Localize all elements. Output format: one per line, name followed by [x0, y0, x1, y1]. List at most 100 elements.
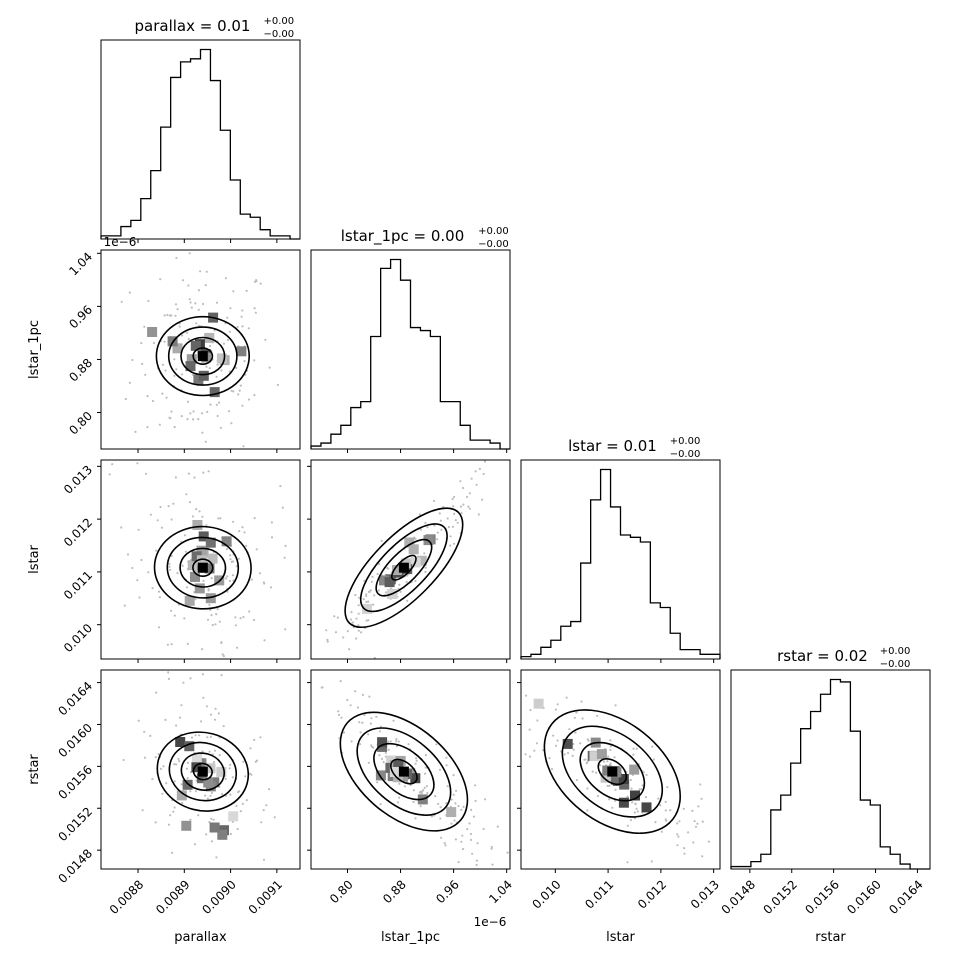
- sample-point: [262, 581, 265, 584]
- panel-3-0: 0.0088 0.0089 0.0090 0.00910.01480.01520.01…: [56, 669, 301, 917]
- sample-point: [149, 734, 152, 738]
- sample-point: [194, 790, 197, 793]
- sample-point: [167, 677, 171, 681]
- sample-point: [563, 753, 566, 756]
- sample-point: [166, 313, 169, 317]
- sample-point: [194, 598, 197, 601]
- sample-point: [149, 513, 152, 516]
- sample-point: [701, 820, 704, 823]
- sample-point: [160, 526, 164, 529]
- sample-point: [218, 401, 221, 404]
- contour-level-2: [180, 752, 226, 791]
- sample-point: [209, 735, 212, 738]
- sample-point: [187, 472, 190, 475]
- density-cell: [204, 563, 215, 574]
- sample-point: [396, 801, 400, 804]
- sample-point: [186, 777, 189, 780]
- sample-point: [414, 817, 417, 820]
- sample-point: [415, 757, 418, 760]
- sample-point: [346, 630, 349, 633]
- sample-point: [220, 369, 223, 372]
- x-tick-label: 0.0152: [760, 877, 800, 917]
- sample-point: [425, 785, 428, 788]
- sample-point: [216, 608, 219, 611]
- sample-point: [426, 791, 429, 795]
- sample-point: [208, 603, 211, 606]
- histogram-lstar: [520, 468, 721, 659]
- sample-point: [435, 743, 438, 746]
- sample-point: [144, 373, 147, 376]
- sample-point: [450, 798, 453, 801]
- sample-point: [482, 472, 485, 476]
- sample-point: [174, 476, 177, 479]
- sample-point: [472, 815, 476, 818]
- sample-point: [654, 821, 657, 824]
- x-axis-label-rstar: rstar: [815, 930, 846, 945]
- sample-point: [459, 505, 463, 508]
- sample-point: [405, 581, 408, 584]
- sample-point: [254, 311, 257, 314]
- sample-point: [259, 736, 262, 739]
- density-cell: [562, 738, 573, 749]
- sample-point: [528, 755, 532, 758]
- x-tick-label: 0.012: [635, 877, 669, 911]
- sample-point: [478, 467, 481, 470]
- sample-point: [263, 639, 266, 642]
- sample-point: [161, 792, 164, 795]
- y-tick-label: 0.0164: [56, 679, 96, 719]
- sample-point: [337, 710, 340, 713]
- sample-point: [163, 314, 166, 317]
- sample-point: [214, 623, 217, 626]
- panel-frame: [310, 459, 511, 660]
- sample-point: [683, 852, 686, 855]
- sample-point: [369, 589, 372, 592]
- sample-point: [247, 398, 250, 401]
- sample-point: [174, 314, 177, 317]
- sample-point: [632, 747, 635, 750]
- sample-point: [575, 779, 579, 782]
- title-sup-lstar: +0.00: [670, 436, 701, 447]
- sample-point: [591, 770, 594, 773]
- sample-point: [236, 646, 239, 649]
- sample-point: [630, 787, 633, 790]
- sample-point: [136, 462, 139, 465]
- density-cell: [533, 698, 544, 709]
- sample-point: [650, 860, 653, 863]
- sample-point: [356, 706, 359, 709]
- sample-point: [596, 794, 600, 798]
- sample-point: [146, 395, 149, 398]
- sample-point: [242, 760, 245, 763]
- sample-point: [229, 793, 232, 796]
- sample-point: [392, 719, 395, 722]
- sample-point: [566, 751, 570, 755]
- sample-point: [155, 549, 158, 552]
- sample-point: [376, 781, 379, 784]
- density-cell: [375, 770, 386, 781]
- sample-point: [339, 680, 342, 683]
- sample-point: [204, 794, 207, 797]
- x-tick-label: 0.0156: [802, 877, 842, 917]
- sample-point: [606, 784, 609, 788]
- sample-point: [584, 758, 587, 761]
- sample-point: [398, 583, 401, 586]
- density-cell: [216, 766, 227, 777]
- sample-point: [423, 772, 427, 775]
- sample-point: [419, 790, 422, 794]
- sample-point: [205, 270, 208, 273]
- sample-point: [241, 802, 244, 806]
- contour-level-2: [375, 538, 433, 597]
- sample-point: [365, 600, 368, 604]
- sample-point: [210, 840, 213, 843]
- sample-point: [614, 799, 617, 803]
- sample-point: [342, 731, 346, 734]
- sample-point: [439, 817, 442, 820]
- x-tick-label: 0.0091: [246, 877, 286, 917]
- sample-point: [241, 325, 244, 328]
- sample-point: [255, 280, 258, 283]
- sample-point: [284, 544, 287, 548]
- sample-point: [181, 334, 184, 337]
- sample-point: [159, 505, 162, 509]
- density-cell: [186, 354, 197, 365]
- sample-point: [211, 623, 214, 627]
- sample-point: [440, 528, 443, 531]
